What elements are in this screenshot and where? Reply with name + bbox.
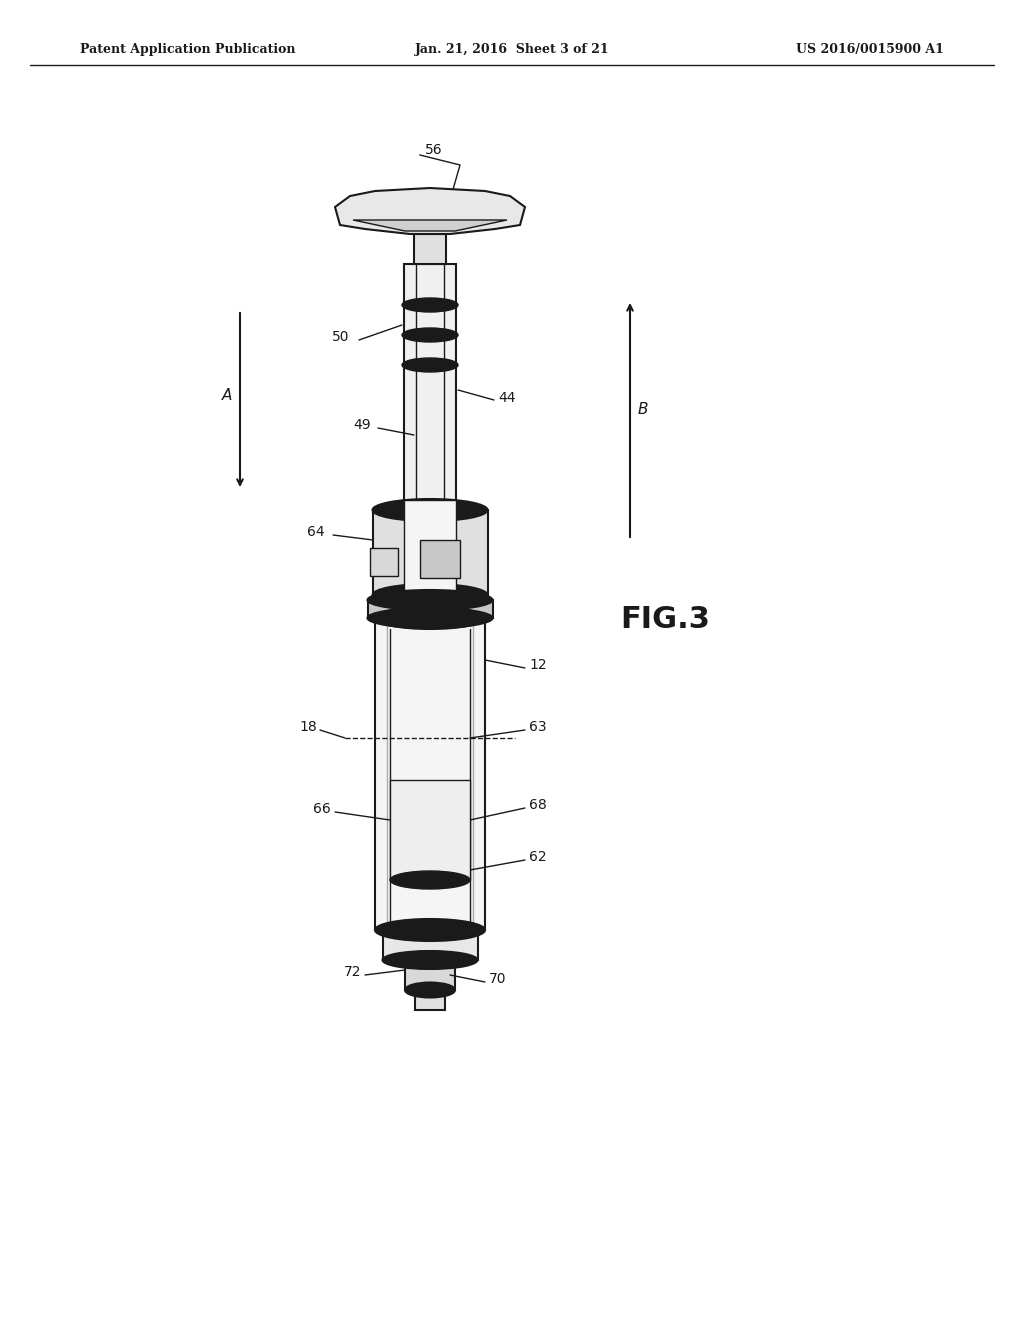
Ellipse shape: [406, 953, 455, 968]
Ellipse shape: [406, 982, 455, 998]
Text: 64: 64: [307, 525, 325, 539]
Text: 56: 56: [425, 143, 442, 157]
Bar: [370, 548, 398, 576]
Ellipse shape: [383, 950, 477, 969]
Bar: [404, 500, 456, 605]
Polygon shape: [335, 187, 525, 234]
Text: 68: 68: [529, 799, 547, 812]
Bar: [390, 780, 470, 880]
Text: 63: 63: [529, 719, 547, 734]
Text: 62: 62: [529, 850, 547, 865]
Text: Jan. 21, 2016  Sheet 3 of 21: Jan. 21, 2016 Sheet 3 of 21: [415, 44, 609, 57]
Ellipse shape: [390, 871, 470, 888]
Text: 12: 12: [529, 657, 547, 672]
Bar: [415, 987, 445, 1010]
Text: FIG.3: FIG.3: [620, 606, 710, 635]
Ellipse shape: [368, 609, 493, 628]
Text: 72: 72: [343, 965, 361, 979]
Bar: [414, 234, 446, 264]
Bar: [375, 618, 485, 931]
Bar: [406, 954, 455, 990]
Text: US 2016/0015900 A1: US 2016/0015900 A1: [796, 44, 944, 57]
Ellipse shape: [368, 590, 493, 610]
Bar: [404, 264, 456, 540]
Ellipse shape: [402, 298, 458, 312]
Text: 66: 66: [313, 803, 331, 816]
Polygon shape: [353, 220, 507, 231]
Bar: [383, 931, 478, 960]
Text: 49: 49: [353, 418, 371, 432]
Bar: [420, 540, 460, 578]
Text: 70: 70: [489, 972, 507, 986]
Ellipse shape: [373, 583, 487, 606]
Ellipse shape: [402, 327, 458, 342]
Bar: [368, 601, 493, 618]
Text: B: B: [638, 403, 648, 417]
Ellipse shape: [402, 358, 458, 372]
Text: Patent Application Publication: Patent Application Publication: [80, 44, 296, 57]
Text: A: A: [221, 388, 232, 403]
Text: 50: 50: [332, 330, 349, 345]
Text: 44: 44: [498, 391, 515, 405]
Ellipse shape: [375, 919, 485, 941]
Ellipse shape: [373, 499, 487, 521]
Text: 18: 18: [299, 719, 317, 734]
Bar: [373, 510, 488, 595]
Ellipse shape: [375, 607, 485, 630]
